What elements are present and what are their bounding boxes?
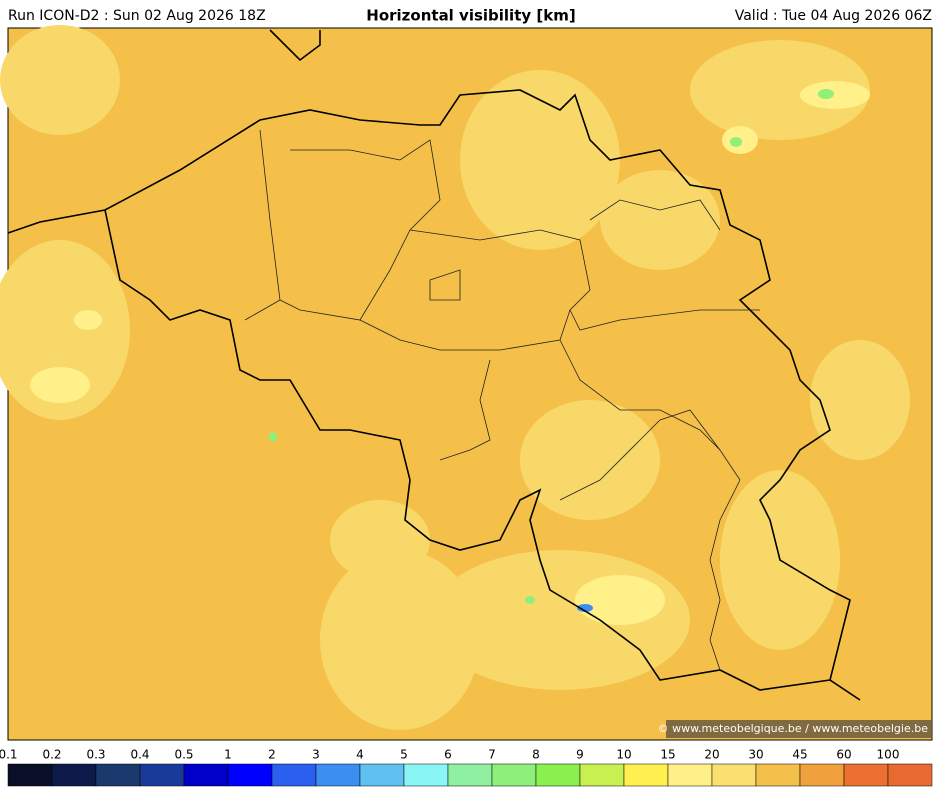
colorbar-tick: 7 — [488, 748, 496, 762]
color-cell — [51, 763, 97, 787]
run-info: Run ICON-D2 : Sun 02 Aug 2026 18Z — [8, 8, 266, 24]
colorbar-tick: 1 — [224, 748, 232, 762]
valid-info: Valid : Tue 04 Aug 2026 06Z — [735, 8, 932, 24]
colorbar-tick: 20 — [704, 748, 719, 762]
color-cell — [843, 763, 889, 787]
colorbar-tick: 9 — [576, 748, 584, 762]
colorbar-tick: 2 — [268, 748, 276, 762]
colorbar-tick: 60 — [836, 748, 851, 762]
color-cell — [403, 763, 449, 787]
colorbar-tick: 4 — [356, 748, 364, 762]
blue-spot — [577, 604, 593, 612]
colorbar-tick: 3 — [312, 748, 320, 762]
lighter-areas — [30, 81, 870, 625]
colorbar-tick: 0.3 — [86, 748, 105, 762]
border-coast — [269, 29, 321, 62]
color-cell — [315, 763, 361, 787]
color-cell — [711, 763, 757, 787]
colorbar-tick: 10 — [616, 748, 631, 762]
color-cell — [7, 763, 53, 787]
color-cell — [183, 763, 229, 787]
border-north-east — [7, 89, 861, 701]
title: Horizontal visibility [km] — [366, 7, 575, 25]
color-cell — [227, 763, 273, 787]
color-cell — [491, 763, 537, 787]
color-cell — [755, 763, 801, 787]
colorbar-tick: 6 — [444, 748, 452, 762]
color-cell — [139, 763, 185, 787]
colorbar-tick: 30 — [748, 748, 763, 762]
border-south — [104, 209, 831, 691]
green-spots — [269, 89, 834, 604]
color-cell — [579, 763, 625, 787]
colorbar: 0.1 0.2 0.3 0.4 0.5 1 2 3 4 5 6 7 8 9 10 15 20 30 45 60 100 — [0, 748, 933, 787]
colorbar-tick: 5 — [400, 748, 408, 762]
color-cell — [95, 763, 141, 787]
map: © www.meteobelgique.be / www.meteobelgie… — [0, 25, 933, 741]
color-cell — [667, 763, 713, 787]
color-cell — [535, 763, 581, 787]
colorbar-tick: 45 — [792, 748, 807, 762]
color-cell — [623, 763, 669, 787]
credit-box — [666, 720, 932, 738]
colorbar-tick: 0.2 — [42, 748, 61, 762]
light-areas — [0, 25, 910, 730]
color-cell — [271, 763, 317, 787]
colorbar-tick: 100 — [877, 748, 900, 762]
colorbar-tick: 8 — [532, 748, 540, 762]
colorbar-tick: 0.1 — [0, 748, 18, 762]
color-cell — [359, 763, 405, 787]
color-cell — [799, 763, 845, 787]
colorbar-tick: 15 — [660, 748, 675, 762]
province-lines — [244, 129, 760, 671]
color-cell — [447, 763, 493, 787]
color-cell — [887, 763, 933, 787]
colorbar-tick: 0.5 — [174, 748, 193, 762]
colorbar-tick: 0.4 — [130, 748, 149, 762]
credit: © www.meteobelgique.be / www.meteobelgie… — [658, 722, 929, 735]
